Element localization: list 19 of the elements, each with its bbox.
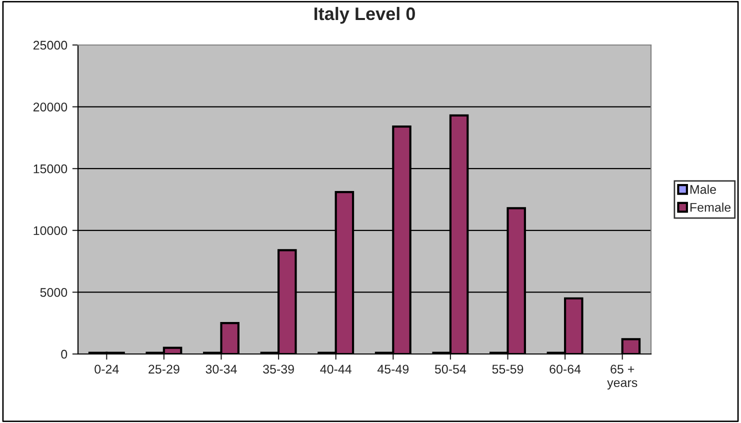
x-tick-label: 30-34 [206, 364, 237, 374]
y-tick-label: 15000 [34, 164, 68, 174]
x-tick-label: 25-29 [148, 364, 180, 374]
x-tick-label: 0-24 [94, 364, 119, 374]
x-tick-label: 45-49 [377, 364, 409, 374]
x-tick-label: 40-44 [320, 364, 352, 374]
legend-label: Male [690, 184, 716, 194]
x-tick-label: 65 + years [607, 364, 638, 390]
x-tick-label: 55-59 [492, 364, 524, 374]
y-tick-label: 5000 [40, 288, 68, 297]
chart-title: Italy Level 0 [314, 6, 415, 24]
x-tick-label: 60-64 [550, 364, 581, 374]
y-tick-label: 10000 [34, 226, 68, 236]
legend-label: Female [690, 202, 731, 212]
x-tick-label: 35-39 [263, 364, 294, 374]
x-tick-label: 50-54 [434, 364, 466, 374]
y-tick-label: 25000 [33, 40, 68, 50]
y-tick-label: 20000 [33, 102, 68, 112]
y-tick-label: 0 [61, 350, 68, 359]
